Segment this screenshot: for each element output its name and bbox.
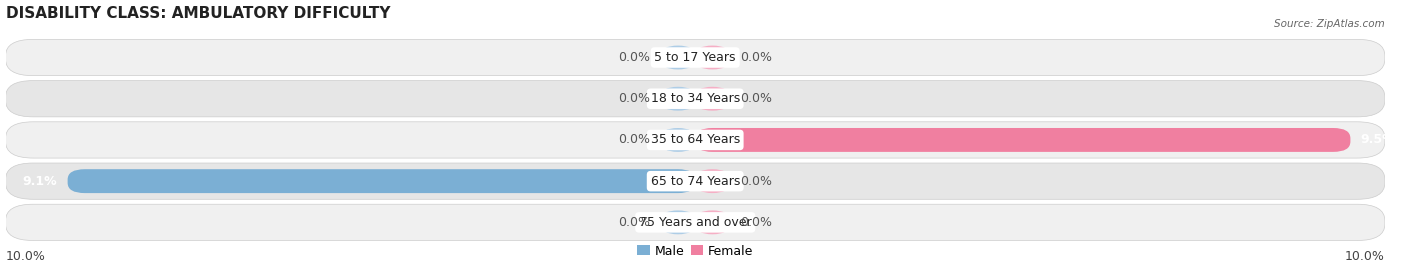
Text: 10.0%: 10.0% <box>1346 250 1385 263</box>
Text: DISABILITY CLASS: AMBULATORY DIFFICULTY: DISABILITY CLASS: AMBULATORY DIFFICULTY <box>6 6 389 20</box>
Text: 0.0%: 0.0% <box>740 51 772 64</box>
Text: 0.0%: 0.0% <box>619 216 651 229</box>
FancyBboxPatch shape <box>695 210 730 234</box>
FancyBboxPatch shape <box>6 204 1385 240</box>
FancyBboxPatch shape <box>6 39 1385 76</box>
Legend: Male, Female: Male, Female <box>633 240 758 263</box>
Text: 0.0%: 0.0% <box>740 92 772 105</box>
FancyBboxPatch shape <box>695 87 730 111</box>
FancyBboxPatch shape <box>6 122 1385 158</box>
FancyBboxPatch shape <box>6 163 1385 199</box>
Text: 0.0%: 0.0% <box>619 51 651 64</box>
FancyBboxPatch shape <box>661 210 695 234</box>
Text: 0.0%: 0.0% <box>740 175 772 188</box>
Text: 0.0%: 0.0% <box>619 92 651 105</box>
Text: Source: ZipAtlas.com: Source: ZipAtlas.com <box>1274 19 1385 29</box>
FancyBboxPatch shape <box>661 45 695 69</box>
Text: 0.0%: 0.0% <box>619 133 651 146</box>
Text: 10.0%: 10.0% <box>6 250 45 263</box>
Text: 5 to 17 Years: 5 to 17 Years <box>654 51 735 64</box>
FancyBboxPatch shape <box>661 128 695 152</box>
Text: 18 to 34 Years: 18 to 34 Years <box>651 92 740 105</box>
Text: 75 Years and over: 75 Years and over <box>638 216 752 229</box>
FancyBboxPatch shape <box>6 81 1385 117</box>
Text: 0.0%: 0.0% <box>740 216 772 229</box>
Text: 35 to 64 Years: 35 to 64 Years <box>651 133 740 146</box>
FancyBboxPatch shape <box>695 169 730 193</box>
FancyBboxPatch shape <box>695 128 1350 152</box>
FancyBboxPatch shape <box>661 87 695 111</box>
Text: 9.5%: 9.5% <box>1361 133 1395 146</box>
Text: 65 to 74 Years: 65 to 74 Years <box>651 175 740 188</box>
FancyBboxPatch shape <box>67 169 695 193</box>
Text: 9.1%: 9.1% <box>22 175 58 188</box>
FancyBboxPatch shape <box>695 45 730 69</box>
